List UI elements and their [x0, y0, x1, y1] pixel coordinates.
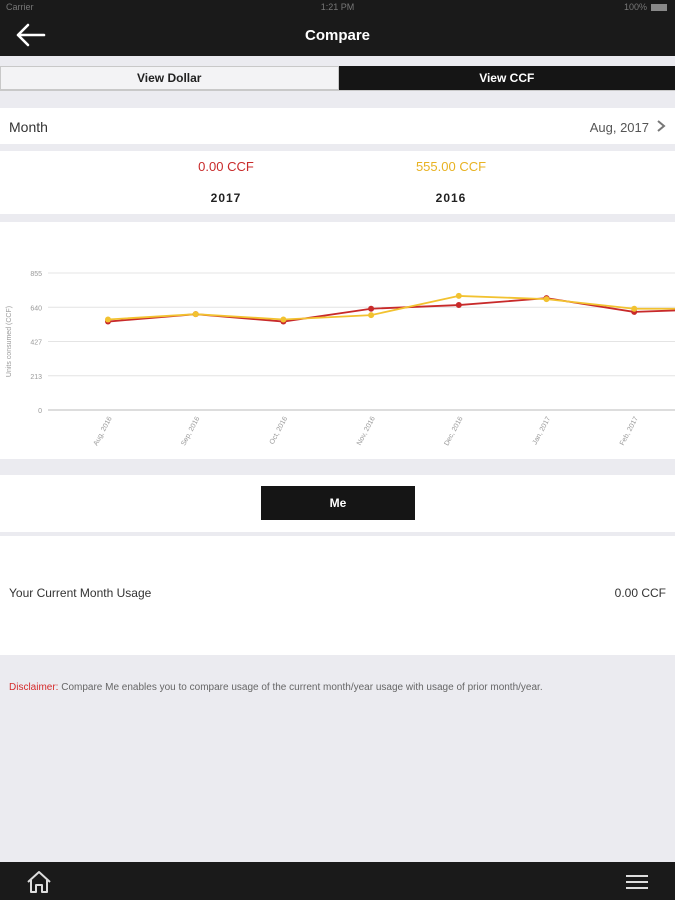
nav-bar: Compare: [0, 14, 675, 56]
year-comparison: 0.00 CCF 2017 555.00 CCF 2016: [0, 151, 675, 214]
home-icon[interactable]: [26, 870, 52, 894]
data-point: [192, 311, 199, 318]
compare-target-card: Me: [0, 475, 675, 532]
usage-chart: 855 640 427 213 0 Units consumed (CCF) Aug, 20…: [0, 222, 675, 459]
data-point: [543, 296, 550, 303]
x-tick-label: Nov, 2016: [356, 416, 377, 447]
battery-icon: [651, 3, 667, 11]
hamburger-menu-icon[interactable]: [625, 872, 649, 892]
y-tick-label: 855: [30, 271, 42, 278]
disclaimer-tag: Disclaimer:: [9, 682, 59, 693]
current-usage-label: Your Current Month Usage: [9, 586, 152, 600]
data-point: [455, 292, 462, 299]
data-point: [280, 316, 287, 323]
series-line-1: [107, 295, 675, 321]
current-usage-value: 0.00 CCF: [614, 586, 666, 600]
y-tick-label: 0: [38, 408, 42, 415]
x-tick-label: Oct, 2016: [269, 416, 289, 446]
bottom-tab-bar: [0, 862, 675, 900]
y-tick-label: 640: [30, 305, 42, 312]
year-amount-current: 0.00 CCF: [198, 159, 254, 174]
year-label-previous: 2016: [435, 191, 467, 205]
tab-view-dollar[interactable]: View Dollar: [0, 66, 339, 90]
me-button[interactable]: Me: [261, 486, 415, 520]
data-point: [368, 305, 375, 312]
view-toggle: View Dollar View CCF: [0, 66, 675, 91]
current-usage-card: Your Current Month Usage 0.00 CCF: [0, 536, 675, 655]
battery-percent: 100%: [623, 2, 647, 12]
y-axis-label: Units consumed (CCF): [6, 306, 13, 377]
data-point: [105, 316, 111, 323]
status-time: 1:21 PM: [320, 2, 355, 12]
month-selector[interactable]: Month Aug, 2017: [0, 108, 675, 144]
month-label: Month: [9, 119, 48, 135]
back-arrow-icon[interactable]: [14, 22, 48, 48]
chevron-right-icon: [655, 119, 667, 133]
page-title: Compare: [304, 27, 371, 44]
tab-view-ccf[interactable]: View CCF: [338, 66, 675, 90]
carrier-label: Carrier: [6, 2, 34, 12]
data-point: [631, 305, 638, 312]
data-point: [455, 302, 462, 309]
y-tick-label: 213: [30, 374, 42, 381]
data-point: [368, 312, 375, 319]
x-tick-label: Sep, 2016: [180, 416, 201, 448]
disclaimer-body: Compare Me enables you to compare usage …: [58, 682, 543, 693]
x-tick-label: Feb, 2017: [619, 416, 640, 447]
line-chart: 855 640 427 213 0 Units consumed (CCF) Aug, 20…: [6, 271, 675, 448]
disclaimer-text: Disclaimer: Compare Me enables you to co…: [9, 681, 659, 695]
x-tick-label: Aug, 2016: [93, 416, 114, 448]
year-amount-previous: 555.00 CCF: [415, 159, 487, 174]
x-tick-label: Jan, 2017: [532, 416, 553, 447]
battery-indicator: 100%: [624, 2, 667, 12]
status-bar: Carrier 1:21 PM 100%: [0, 0, 675, 14]
y-tick-label: 427: [30, 340, 42, 347]
x-tick-label: Dec, 2016: [443, 416, 464, 448]
year-label-current: 2017: [210, 191, 242, 205]
month-value: Aug, 2017: [589, 120, 649, 135]
